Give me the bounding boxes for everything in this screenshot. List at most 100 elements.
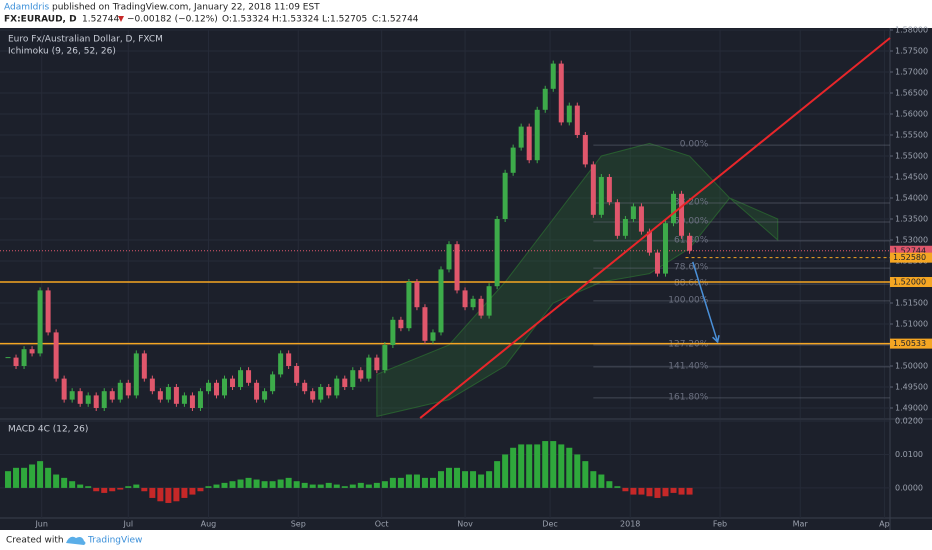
candle [550, 63, 556, 89]
candle [117, 382, 123, 400]
candle [173, 387, 179, 404]
fib-label: 161.80% [668, 392, 708, 402]
macd-bar [357, 482, 364, 488]
price-tag [890, 252, 932, 263]
candle [213, 382, 219, 396]
candle [502, 172, 508, 220]
chart-background [0, 28, 932, 530]
candle [69, 391, 75, 400]
macd-bar [454, 467, 461, 488]
candle [438, 269, 444, 333]
macd-bar [598, 474, 605, 488]
author[interactable]: AdamIdris [4, 3, 50, 13]
macd-bar [245, 477, 252, 488]
macd-bar [566, 447, 573, 488]
macd-bar [53, 474, 60, 488]
macd-bar [373, 482, 380, 488]
macd-bar [462, 471, 469, 488]
candle [494, 219, 500, 287]
macd-bar [133, 484, 140, 488]
candle [334, 378, 340, 396]
candle [157, 391, 163, 400]
candle [246, 370, 252, 383]
macd-bar [389, 477, 396, 488]
candle [534, 109, 540, 161]
published: published on TradingView.com, January 22… [52, 3, 320, 13]
candle [566, 105, 572, 123]
macd-bar [662, 487, 669, 497]
candle [422, 307, 428, 341]
y-tick-label: 1.57000 [895, 68, 928, 77]
macd-bar [397, 477, 404, 488]
y-tick-label: 1.51000 [895, 320, 928, 329]
candle [294, 366, 300, 383]
candle [45, 290, 51, 333]
candle [37, 290, 43, 354]
macd-bar [429, 477, 436, 488]
macd-bar [277, 479, 284, 488]
macd-bar [77, 484, 84, 488]
macd-bar [678, 487, 685, 495]
macd-bar [405, 474, 412, 488]
macd-bar [534, 444, 541, 488]
macd-bar [542, 441, 549, 488]
y-tick-label: 1.55000 [895, 152, 928, 161]
macd-bar [502, 454, 509, 488]
plot: Jun Jul Aug Sep Oct Nov Dec 2018 Feb Mar Ap 1.49000… [0, 26, 932, 529]
candle [13, 357, 19, 367]
candle [181, 395, 187, 404]
candle [462, 290, 468, 308]
fib-label: 100.00% [668, 295, 708, 305]
candle [270, 374, 276, 392]
x-tick-label: Jun [34, 520, 48, 529]
macd-bar [165, 487, 172, 503]
macd-bar [149, 487, 156, 498]
candle [374, 357, 380, 371]
x-tick-label: Sep [291, 520, 306, 529]
macd-bar [221, 482, 228, 488]
price-tag-label: 1.52000 [893, 278, 926, 287]
macd-bar [253, 479, 260, 488]
macd-bar [21, 467, 28, 488]
high: H:1.53324 [272, 15, 319, 25]
macd-bar [526, 444, 533, 488]
macd-bar [197, 487, 204, 492]
macd-bar [13, 467, 20, 488]
x-tick-label: Ap [879, 520, 890, 529]
macd-bar [349, 484, 356, 488]
macd-tick-label: 0.0200 [895, 417, 923, 426]
macd-bar [381, 481, 388, 488]
y-tick-label: 1.51500 [895, 299, 928, 308]
macd-bar [333, 484, 340, 488]
macd-bar [309, 484, 316, 488]
macd-bar [93, 487, 100, 492]
candle [205, 382, 211, 392]
footer-brand[interactable]: TradingView [87, 536, 142, 546]
candle [526, 126, 532, 161]
candle [454, 244, 460, 291]
price-tag-label: 1.52744 [893, 246, 926, 255]
candle [197, 391, 203, 409]
candle [470, 298, 476, 308]
macd-bar [205, 486, 212, 488]
macd-bar [285, 477, 292, 488]
indicator-title: Ichimoku (9, 26, 52, 26) [8, 47, 116, 57]
candle [93, 395, 99, 409]
macd-bar [189, 487, 196, 495]
macd-title: MACD 4C (12, 26) [8, 425, 88, 435]
macd-bar [213, 484, 220, 488]
macd-bar [69, 481, 76, 488]
macd-bar [558, 444, 565, 488]
macd-bar [622, 487, 629, 492]
candle [29, 349, 35, 354]
macd-bar [117, 487, 124, 490]
candle [125, 382, 131, 396]
price-tag-label: 1.50533 [893, 339, 926, 348]
candle [302, 382, 308, 392]
candle [366, 357, 372, 379]
candle [189, 395, 195, 409]
close: C:1.52744 [372, 15, 419, 25]
macd-bar [421, 477, 428, 488]
candle [646, 231, 652, 253]
